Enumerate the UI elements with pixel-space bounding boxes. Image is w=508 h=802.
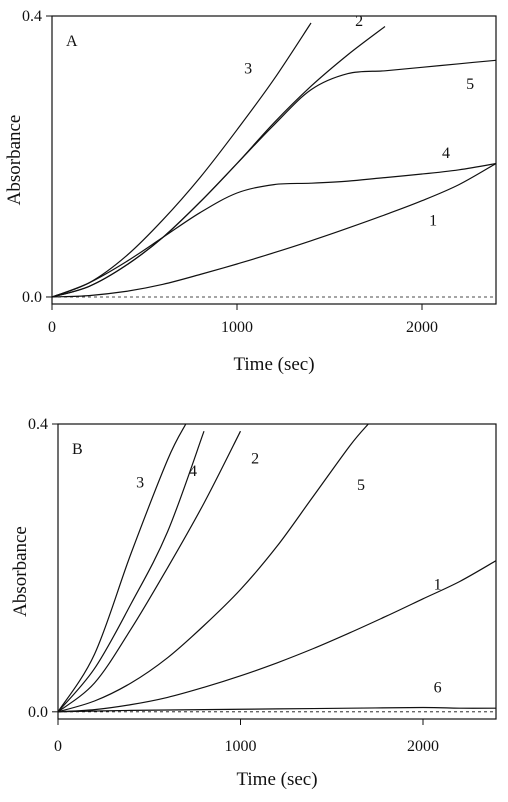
series-line-3 (58, 424, 187, 713)
y-tick-label: 0.0 (22, 289, 42, 306)
y-tick-label: 0.4 (28, 416, 48, 433)
curve-label-5: 5 (466, 76, 474, 93)
plot-frame (57, 423, 497, 720)
x-tick-label: 1000 (225, 738, 257, 755)
series-line-1 (58, 560, 496, 713)
x-tick-label: 1000 (221, 319, 253, 336)
curve-label-6: 6 (434, 679, 442, 696)
series-line-5 (58, 424, 369, 713)
y-axis-label: Absorbance (10, 526, 31, 617)
series-line-4 (58, 430, 205, 713)
curve-label-1: 1 (429, 212, 437, 229)
series-line-1 (52, 162, 496, 298)
x-tick-label: 0 (54, 738, 62, 755)
curve-label-3: 3 (136, 474, 144, 491)
curve-label-4: 4 (189, 463, 197, 480)
series-line-5 (52, 59, 496, 298)
series-line-2 (58, 430, 242, 713)
x-axis-label: Time (sec) (233, 354, 314, 375)
curve-label-4: 4 (442, 145, 450, 162)
panel-label: A (66, 33, 78, 50)
curve-label-5: 5 (357, 477, 365, 494)
y-tick-label: 0.4 (22, 8, 42, 25)
series-line-6 (58, 706, 496, 713)
plot-frame (51, 15, 497, 305)
x-tick-label: 2000 (406, 319, 438, 336)
series-line-2 (52, 26, 386, 298)
y-tick-label: 0.0 (28, 704, 48, 721)
curve-label-2: 2 (355, 13, 363, 30)
panel-label: B (72, 441, 83, 458)
x-tick-label: 2000 (407, 738, 439, 755)
x-axis-label: Time (sec) (236, 769, 317, 790)
curve-label-1: 1 (434, 576, 442, 593)
curve-label-3: 3 (244, 61, 252, 78)
curve-label-2: 2 (251, 451, 259, 468)
y-axis-label: Absorbance (4, 115, 25, 206)
series-line-4 (52, 162, 496, 298)
x-tick-label: 0 (48, 319, 56, 336)
series-line-3 (52, 22, 312, 298)
